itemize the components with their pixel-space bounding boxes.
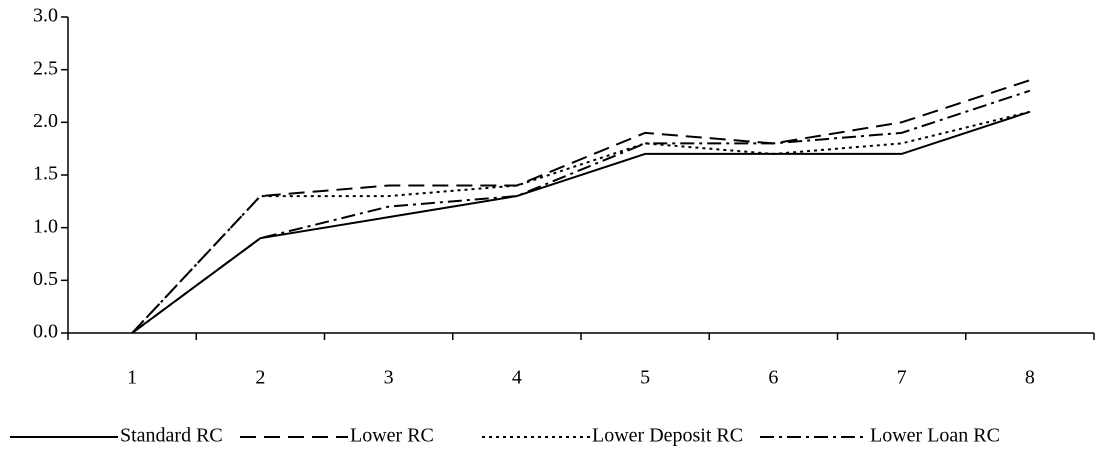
x-tick-label: 3 xyxy=(384,367,394,389)
series-line xyxy=(131,110,1031,334)
x-tick-label: 4 xyxy=(512,367,522,389)
y-tick-label: 1.0 xyxy=(33,215,58,237)
legend-label: Lower Deposit RC xyxy=(592,425,743,447)
x-tick-label: 5 xyxy=(640,367,650,389)
y-tick-label: 3.0 xyxy=(33,5,58,27)
legend-label: Standard RC xyxy=(120,425,223,447)
y-tick-label: 0.0 xyxy=(33,321,58,343)
y-tick-label: 0.5 xyxy=(33,268,58,290)
legend-label: Lower RC xyxy=(350,425,434,447)
x-tick-label: 8 xyxy=(1025,367,1035,389)
x-tick-label: 1 xyxy=(127,367,137,389)
y-tick-label: 2.0 xyxy=(33,110,58,132)
y-tick-label: 1.5 xyxy=(33,163,58,185)
x-tick-label: 6 xyxy=(768,367,778,389)
legend-label: Lower Loan RC xyxy=(870,425,1000,447)
y-tick-label: 2.5 xyxy=(33,57,58,79)
series-line xyxy=(131,110,1031,334)
x-tick-label: 7 xyxy=(897,367,907,389)
series-line xyxy=(131,79,1031,334)
series-line xyxy=(131,89,1031,334)
x-tick-label: 2 xyxy=(255,367,265,389)
